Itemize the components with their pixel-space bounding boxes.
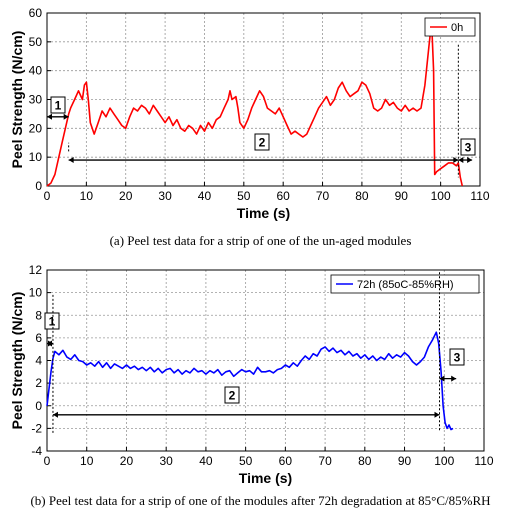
chart2-x-tick-label: 50: [239, 454, 253, 468]
chart2-annotation-arrowhead: [47, 340, 53, 347]
chart1-annotation-arrowhead: [458, 157, 464, 164]
chart2-y-tick-label: -4: [31, 444, 42, 458]
chart1-annotation-box: [460, 138, 476, 156]
caption-a: (a) Peel test data for a strip of one of…: [109, 233, 412, 248]
chart1-x-axis-title: Time (s): [237, 205, 290, 221]
chart2-x-tick-label: 60: [279, 454, 293, 468]
chart1-series-line: [46, 20, 464, 187]
chart2-annotation-box: [44, 312, 60, 330]
chart2-annotation-label: 1: [49, 315, 56, 329]
chart1-y-tick-label: 60: [29, 6, 43, 20]
chart1-x-tick-label: 60: [277, 189, 291, 203]
chart1-annotation-label: 3: [465, 141, 472, 155]
chart1-x-tick-label: 90: [395, 189, 409, 203]
chart2-x-axis-title: Time (s): [239, 470, 292, 486]
chart1-annotation-label: 1: [55, 99, 62, 113]
chart1-y-tick-label: 50: [29, 35, 43, 49]
chart2-annotation-label: 3: [454, 351, 461, 365]
chart2-y-axis-title: Peel Strength (N/cm): [9, 292, 25, 430]
chart1-y-tick-label: 0: [35, 179, 42, 193]
chart2-y-tick-label: 6: [35, 331, 42, 345]
chart2-y-tick-label: 0: [35, 399, 42, 413]
chart2-annotation-arrowhead: [439, 375, 445, 382]
chart1-annotation-arrowhead: [47, 113, 52, 120]
chart2-x-tick-label: 80: [358, 454, 372, 468]
chart1-y-tick-label: 10: [29, 150, 43, 164]
chart2-annotation-label: 2: [229, 389, 236, 403]
chart1-annotation-arrowhead: [68, 157, 74, 164]
chart1-annotation-arrowhead: [63, 113, 69, 120]
chart2-annotation-arrowhead: [52, 411, 58, 418]
chart2-y-tick-label: 4: [35, 354, 42, 368]
chart1-x-tick-label: 70: [316, 189, 330, 203]
chart2-legend-box: [330, 274, 480, 294]
chart1-y-axis-title: Peel Strength (N/cm): [9, 31, 25, 169]
chart1-x-tick-label: 80: [355, 189, 369, 203]
chart2-y-tick-label: 8: [35, 308, 42, 322]
chart1-annotation-arrowhead: [467, 157, 473, 164]
chart2-y-tick-label: 12: [29, 263, 43, 277]
caption-b: (b) Peel test data for a strip of one of…: [30, 493, 491, 508]
chart2-x-tick-label: 90: [398, 454, 412, 468]
chart2-x-tick-label: 10: [80, 454, 94, 468]
chart1-legend-box: [424, 17, 476, 37]
chart2-legend-label: 72h (85oC-85%RH): [357, 279, 454, 291]
chart1-x-tick-label: 50: [237, 189, 251, 203]
chart1-y-tick-label: 30: [29, 93, 43, 107]
chart2-annotation-arrowhead: [434, 411, 440, 418]
chart2-x-tick-label: 30: [160, 454, 174, 468]
chart1-annotation-arrowhead: [453, 157, 459, 164]
chart1-annotation-box: [254, 133, 270, 151]
chart1-x-tick-label: 0: [44, 189, 51, 203]
chart2-x-tick-label: 20: [120, 454, 134, 468]
chart1-legend-label: 0h: [451, 22, 463, 34]
chart2-annotation-arrowhead: [451, 375, 457, 382]
chart1-annotation-label: 2: [259, 136, 266, 150]
chart1-x-tick-label: 100: [431, 189, 451, 203]
chart1-y-tick-label: 40: [29, 64, 43, 78]
chart2-x-tick-label: 0: [44, 454, 51, 468]
chart2-x-tick-label: 70: [318, 454, 332, 468]
chart2-y-tick-label: -2: [31, 421, 42, 435]
chart2-annotation-box: [224, 386, 240, 404]
chart1-x-tick-label: 20: [119, 189, 133, 203]
chart1-x-tick-label: 40: [198, 189, 212, 203]
chart2-y-tick-label: 2: [35, 376, 42, 390]
chart1-x-tick-label: 110: [470, 189, 489, 203]
chart2-x-tick-label: 100: [434, 454, 454, 468]
chart1-x-tick-label: 30: [158, 189, 172, 203]
chart1-x-tick-label: 10: [80, 189, 94, 203]
chart2-annotation-box: [449, 348, 465, 366]
chart2-x-tick-label: 110: [474, 454, 493, 468]
chart1-annotation-box: [50, 96, 66, 114]
chart2-series-line: [46, 331, 454, 431]
chart2-x-tick-label: 40: [199, 454, 213, 468]
chart1-y-tick-label: 20: [29, 121, 43, 135]
chart2-y-tick-label: 10: [29, 286, 43, 300]
